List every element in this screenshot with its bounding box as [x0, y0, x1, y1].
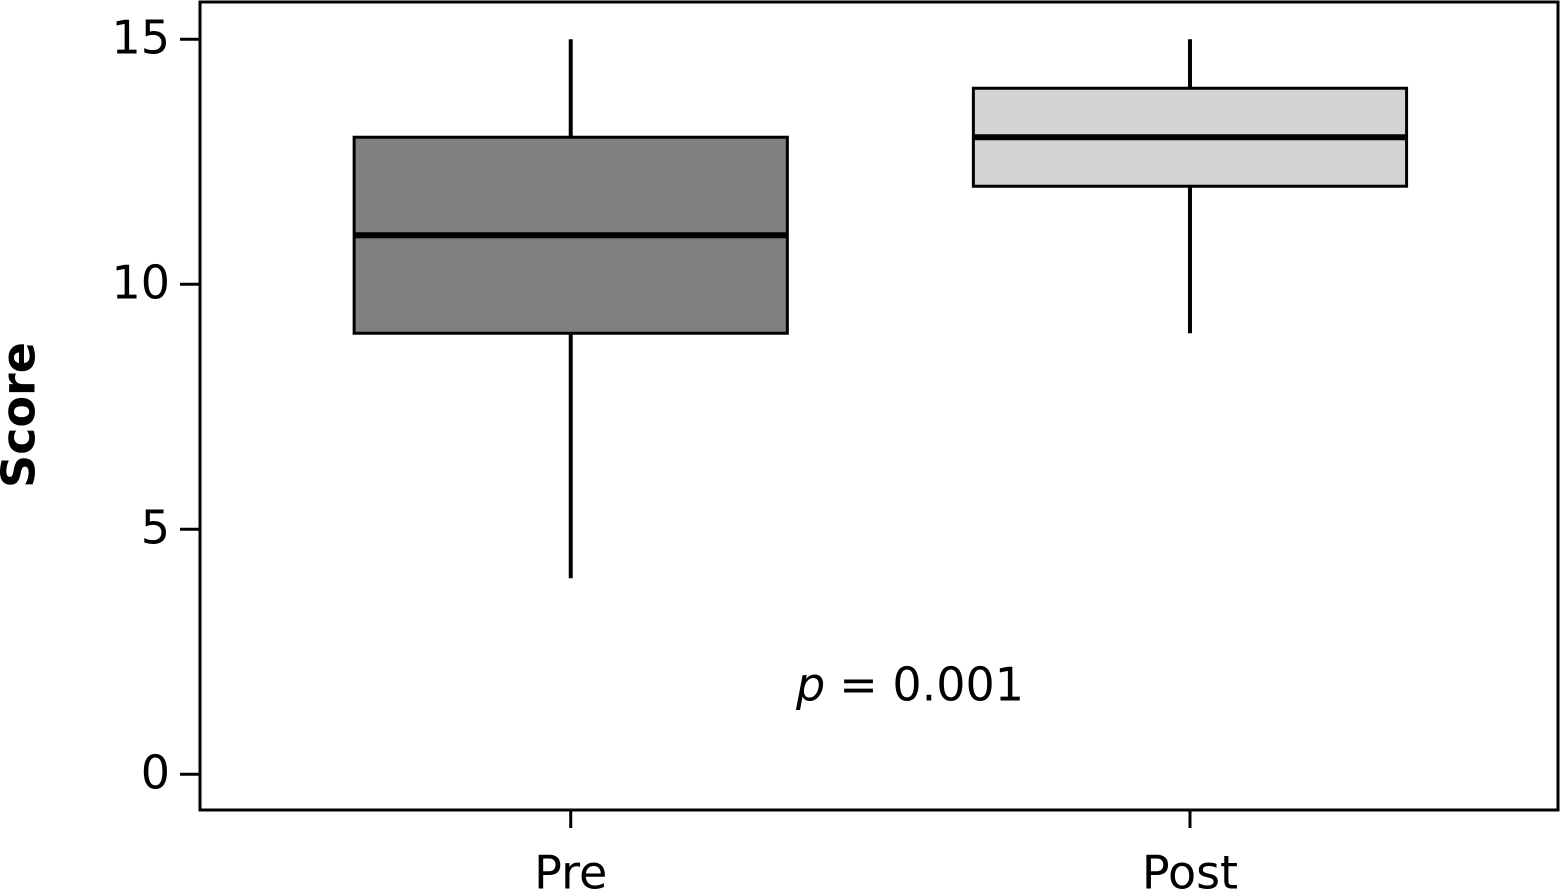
y-tick-label: 0	[141, 746, 170, 800]
y-axis-label: Score	[0, 342, 46, 488]
annotation-variable: p	[795, 658, 825, 712]
x-tick-label: Post	[1142, 846, 1238, 896]
x-tick-label: Pre	[534, 846, 607, 896]
annotation-text: = 0.001	[839, 658, 1024, 712]
plot-frame	[198, 0, 1560, 812]
y-tick-label: 10	[111, 256, 170, 310]
y-tick-label: 5	[141, 501, 170, 555]
y-tick-label: 15	[111, 11, 170, 65]
